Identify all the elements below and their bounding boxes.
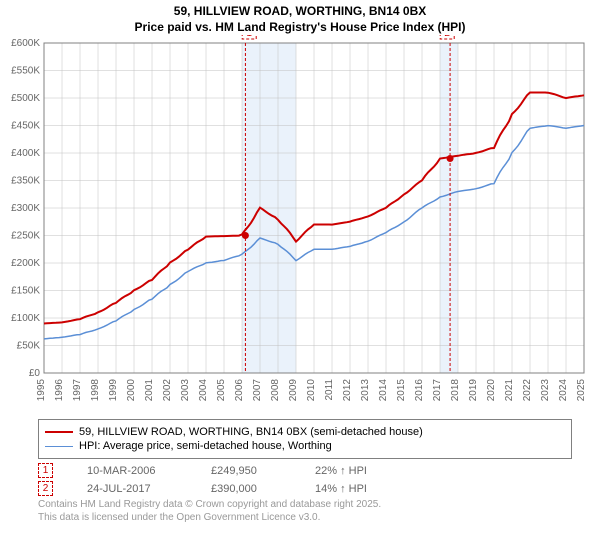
footer-line: This data is licensed under the Open Gov… xyxy=(38,512,572,525)
legend-label: 59, HILLVIEW ROAD, WORTHING, BN14 0BX (s… xyxy=(79,426,423,438)
footer-line: Contains HM Land Registry data © Crown c… xyxy=(38,499,572,512)
svg-text:2025: 2025 xyxy=(576,379,587,402)
svg-text:£500K: £500K xyxy=(11,93,40,104)
svg-text:2007: 2007 xyxy=(252,379,263,402)
footer: Contains HM Land Registry data © Crown c… xyxy=(38,499,572,524)
svg-text:2011: 2011 xyxy=(324,379,335,401)
tx-delta: 22% ↑ HPI xyxy=(315,465,367,477)
page-title: 59, HILLVIEW ROAD, WORTHING, BN14 0BX xyxy=(0,0,600,20)
svg-text:£250K: £250K xyxy=(11,231,40,242)
svg-text:2018: 2018 xyxy=(450,379,461,402)
page-subtitle: Price paid vs. HM Land Registry's House … xyxy=(0,20,600,36)
svg-text:2017: 2017 xyxy=(432,379,443,402)
legend-swatch xyxy=(45,431,73,433)
svg-text:2023: 2023 xyxy=(540,379,551,402)
svg-text:£400K: £400K xyxy=(11,148,40,159)
svg-text:2012: 2012 xyxy=(342,379,353,402)
marker-badge: 1 xyxy=(38,463,53,478)
svg-text:2021: 2021 xyxy=(504,379,515,402)
legend-label: HPI: Average price, semi-detached house,… xyxy=(79,440,332,452)
legend-item: 59, HILLVIEW ROAD, WORTHING, BN14 0BX (s… xyxy=(45,426,565,438)
table-row: 1 10-MAR-2006 £249,950 22% ↑ HPI xyxy=(38,463,572,478)
svg-text:2009: 2009 xyxy=(288,379,299,402)
svg-text:2010: 2010 xyxy=(306,379,317,402)
svg-text:2015: 2015 xyxy=(396,379,407,402)
svg-text:1: 1 xyxy=(246,35,252,39)
svg-text:£150K: £150K xyxy=(11,286,40,297)
svg-text:2000: 2000 xyxy=(126,379,137,402)
tx-price: £249,950 xyxy=(211,465,281,477)
svg-text:1999: 1999 xyxy=(108,379,119,402)
transaction-table: 1 10-MAR-2006 £249,950 22% ↑ HPI 2 24-JU… xyxy=(38,463,572,496)
svg-text:2016: 2016 xyxy=(414,379,425,402)
svg-text:£600K: £600K xyxy=(11,38,40,49)
svg-text:2002: 2002 xyxy=(162,379,173,402)
marker-badge: 2 xyxy=(38,481,53,496)
svg-text:2019: 2019 xyxy=(468,379,479,402)
svg-text:£350K: £350K xyxy=(11,176,40,187)
svg-text:2005: 2005 xyxy=(216,379,227,402)
tx-price: £390,000 xyxy=(211,483,281,495)
legend: 59, HILLVIEW ROAD, WORTHING, BN14 0BX (s… xyxy=(38,419,572,459)
svg-text:£200K: £200K xyxy=(11,258,40,269)
svg-text:2024: 2024 xyxy=(558,379,569,402)
svg-text:£50K: £50K xyxy=(17,341,41,352)
legend-item: HPI: Average price, semi-detached house,… xyxy=(45,440,565,452)
svg-text:£450K: £450K xyxy=(11,121,40,132)
price-chart: £0 £50K £100K £150K £200K £250K £300K £350K £400… xyxy=(0,35,600,415)
table-row: 2 24-JUL-2017 £390,000 14% ↑ HPI xyxy=(38,481,572,496)
svg-text:2006: 2006 xyxy=(234,379,245,402)
svg-text:2008: 2008 xyxy=(270,379,281,402)
svg-text:2001: 2001 xyxy=(144,379,155,402)
svg-text:1997: 1997 xyxy=(72,379,83,402)
tx-date: 24-JUL-2017 xyxy=(87,483,177,495)
svg-text:£300K: £300K xyxy=(11,203,40,214)
tx-delta: 14% ↑ HPI xyxy=(315,483,367,495)
svg-text:1996: 1996 xyxy=(54,379,65,402)
svg-text:2022: 2022 xyxy=(522,379,533,402)
svg-text:£0: £0 xyxy=(29,368,41,379)
svg-text:2020: 2020 xyxy=(486,379,497,402)
legend-swatch xyxy=(45,446,73,447)
svg-text:£550K: £550K xyxy=(11,66,40,77)
svg-text:2: 2 xyxy=(444,35,450,39)
svg-text:2013: 2013 xyxy=(360,379,371,402)
svg-text:2004: 2004 xyxy=(198,379,209,402)
svg-text:2014: 2014 xyxy=(378,379,389,402)
svg-text:2003: 2003 xyxy=(180,379,191,402)
svg-text:1995: 1995 xyxy=(36,379,47,402)
svg-text:1998: 1998 xyxy=(90,379,101,402)
svg-text:£100K: £100K xyxy=(11,313,40,324)
tx-date: 10-MAR-2006 xyxy=(87,465,177,477)
